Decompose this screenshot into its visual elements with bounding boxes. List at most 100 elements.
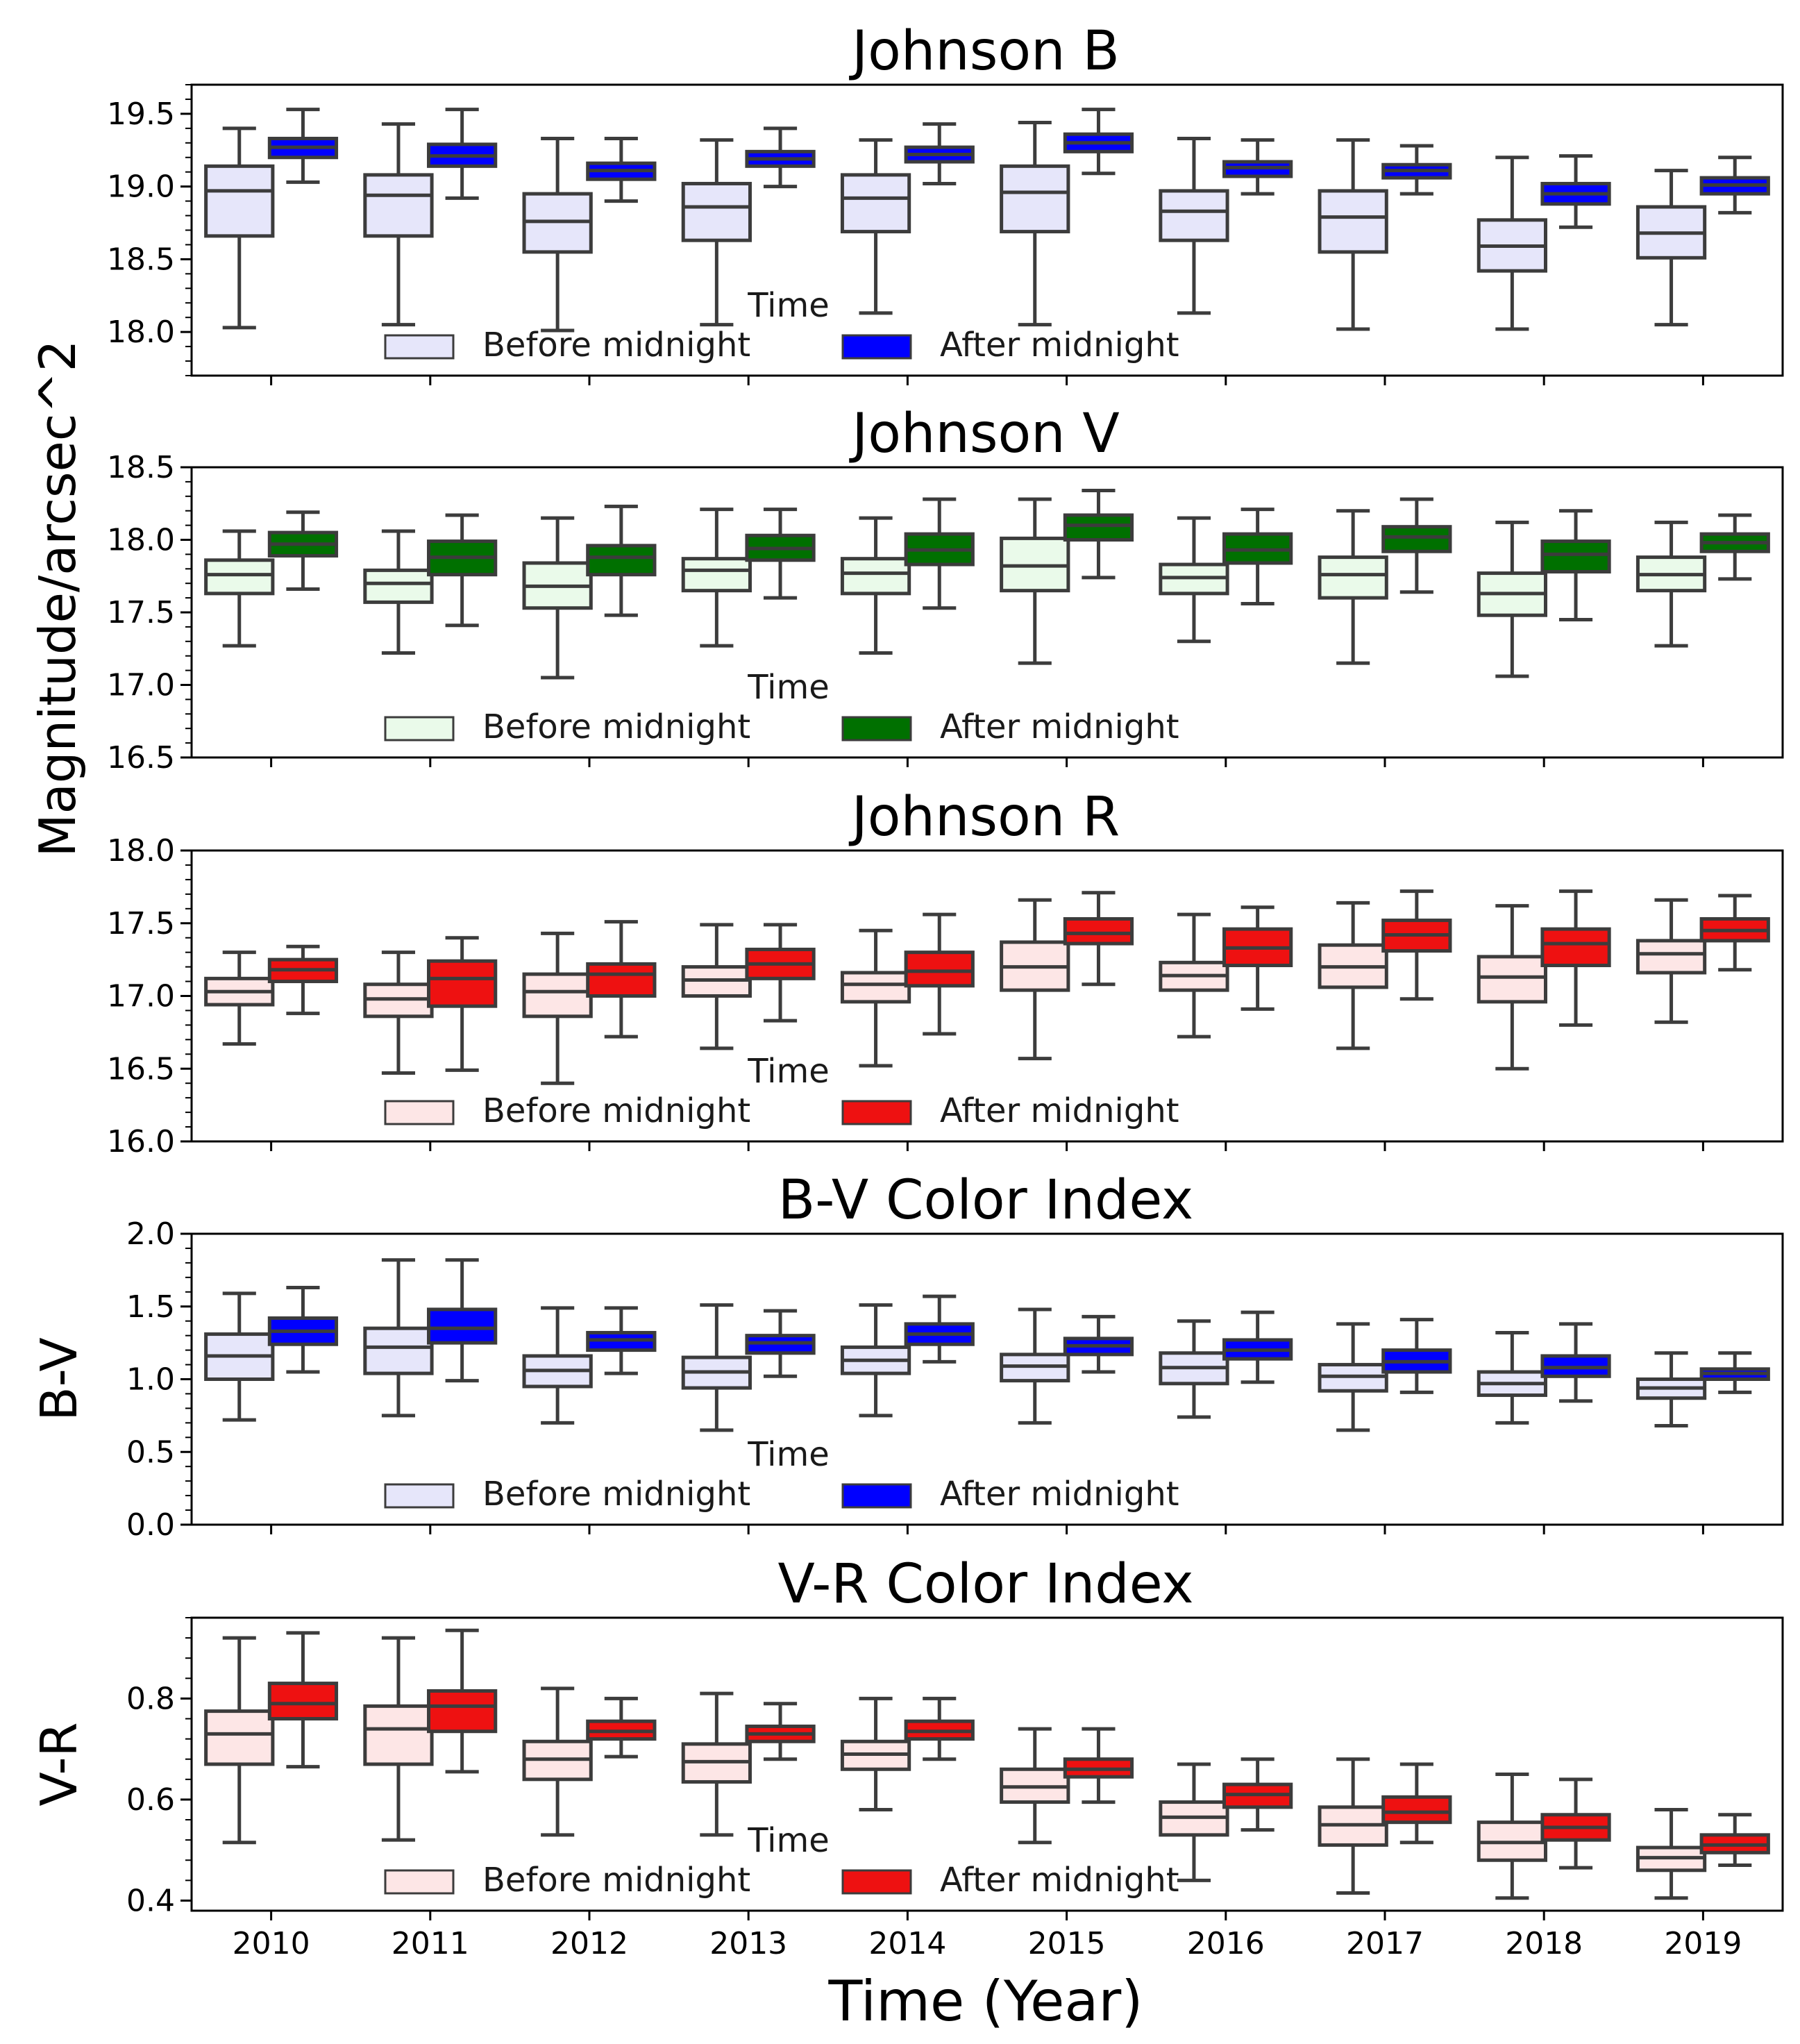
box-before-2017 [1318,1322,1388,1432]
box-before-2010 [204,950,275,1046]
box-before-2018 [1477,156,1547,331]
plot-frame [190,1616,1784,1912]
box-before-2011 [363,529,434,655]
box-before-2012 [522,137,593,333]
box-before-2019 [1635,1351,1707,1428]
box-iqr [904,950,975,988]
box-before-2011 [363,950,434,1075]
box-after-2015 [1063,1314,1134,1374]
x-tick-label: 2012 [550,1926,628,1961]
legend-swatch-after [841,1869,912,1895]
box-before-2015 [1000,898,1070,1061]
box-before-2018 [1477,1330,1547,1425]
box-after-2010 [267,108,339,184]
y-tick-label: 17.5 [107,906,175,941]
box-iqr [204,164,275,238]
y-tick-label: 17.0 [107,668,175,703]
y-tick-label: 18.0 [107,315,175,350]
box-before-2014 [840,1696,911,1811]
box-before-2011 [363,122,434,327]
legend-label-before: Before midnight [482,1091,750,1130]
legend-title: Time [747,1435,829,1474]
box-iqr [363,1704,434,1766]
box-after-2010 [267,1286,339,1374]
box-before-2010 [204,529,275,648]
box-before-2018 [1477,1773,1547,1900]
box-after-2012 [586,920,657,1039]
box-iqr [586,544,657,577]
box-after-2015 [1063,108,1134,176]
legend-label-after: After midnight [940,707,1179,746]
box-after-2019 [1699,513,1770,581]
y-axis-label: V-R [30,1722,88,1806]
box-after-2016 [1222,905,1293,1011]
panel-title: Johnson R [848,786,1120,848]
box-before-2017 [1318,1757,1388,1895]
legend-swatch-after [841,334,912,360]
box-before-2016 [1159,912,1229,1039]
box-before-2016 [1159,1319,1229,1419]
x-tick-label: 2014 [868,1926,946,1961]
box-before-2018 [1477,904,1547,1071]
panel-2: Johnson V 16.5 17.0 17.5 18.0 18.5 TimeBefore … [107,403,1784,776]
legend-label-before: Before midnight [482,1861,750,1900]
box-before-2016 [1159,516,1229,644]
box-before-2015 [1000,497,1070,665]
box-after-2014 [904,912,975,1036]
box-before-2011 [363,1258,434,1418]
x-tick-label: 2015 [1028,1926,1106,1961]
box-iqr [363,568,434,604]
legend-swatch-before [384,1100,455,1125]
box-iqr [1000,164,1070,234]
legend-title: Time [747,286,829,325]
box-after-2019 [1699,894,1770,972]
x-tick-label: 2019 [1664,1926,1742,1961]
box-after-2018 [1540,1777,1611,1870]
box-after-2013 [745,923,816,1023]
x-tick-label: 2016 [1187,1926,1265,1961]
legend-label-before: Before midnight [482,707,750,746]
box-iqr [1540,927,1611,968]
box-iqr [204,1709,275,1766]
y-tick-label: 18.0 [107,833,175,869]
box-iqr [1318,189,1388,254]
box-iqr [1318,555,1388,600]
box-before-2013 [681,508,752,648]
box-before-2012 [522,1686,593,1837]
box-iqr [840,557,911,596]
y-tick-label: 0.8 [126,1681,175,1716]
box-after-2017 [1381,1318,1452,1394]
box-after-2011 [427,108,498,200]
box-after-2016 [1222,1757,1293,1832]
box-before-2018 [1477,520,1547,678]
box-after-2012 [586,1306,657,1375]
y-axis-label-main: Magnitude/arcsec^2 [28,340,87,857]
box-before-2019 [1635,520,1707,648]
box-before-2015 [1000,120,1070,327]
box-after-2019 [1699,1351,1770,1394]
panel-title: Johnson B [848,20,1120,83]
y-tick-label: 1.0 [126,1362,175,1398]
box-before-2010 [204,1291,275,1422]
box-after-2014 [904,1294,975,1364]
legend-swatch-after [841,1483,912,1509]
box-before-2014 [840,1303,911,1418]
box-after-2011 [427,1258,498,1383]
box-after-2018 [1540,889,1611,1027]
box-after-2011 [427,1628,498,1774]
box-before-2012 [522,516,593,680]
legend-swatch-after [841,716,912,742]
legend-label-after: After midnight [940,1475,1179,1514]
box-after-2017 [1381,497,1452,594]
legend-title: Time [747,1052,829,1091]
box-before-2015 [1000,1727,1070,1845]
box-after-2015 [1063,891,1134,987]
box-after-2013 [745,126,816,189]
panel-3: Johnson R 16.0 16.5 17.0 17.5 18.0 TimeBefore … [107,786,1784,1159]
box-iqr [681,557,752,593]
box-before-2017 [1318,509,1388,665]
box-after-2011 [427,513,498,628]
